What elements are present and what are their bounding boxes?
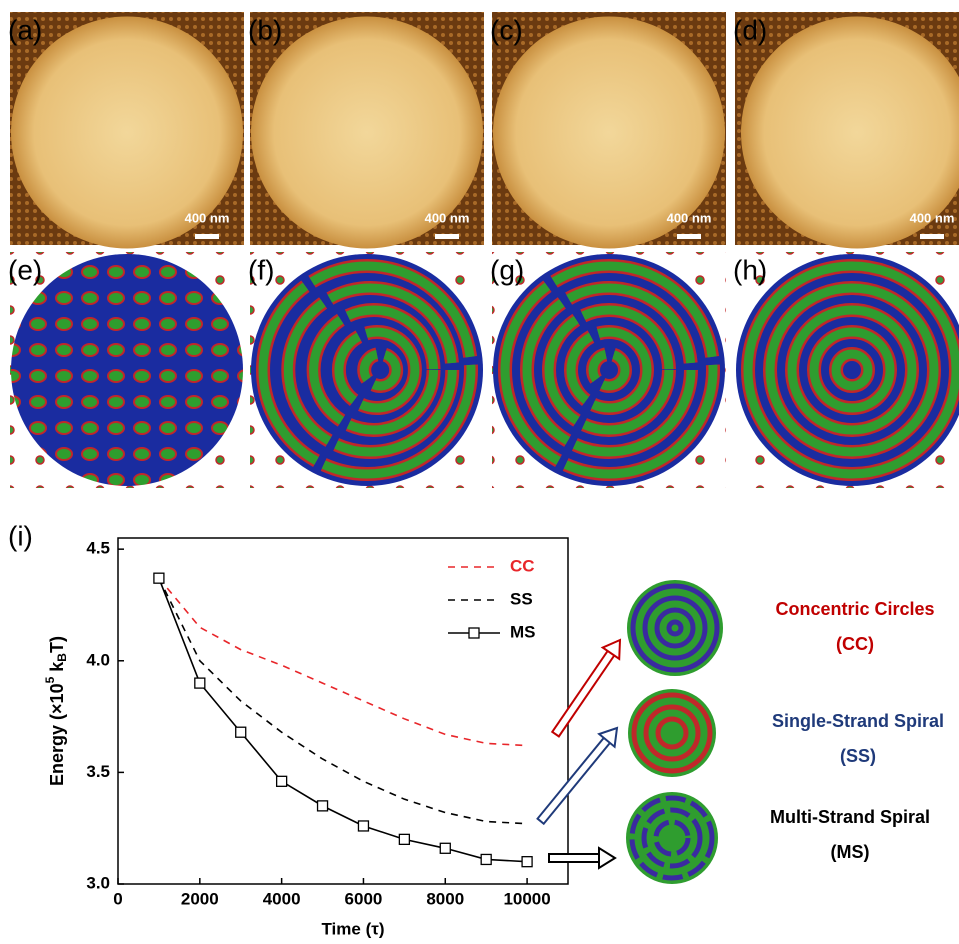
panel-label: (c) xyxy=(490,14,523,45)
x-tick-label: 0 xyxy=(113,889,122,908)
point-marker xyxy=(318,801,328,811)
arrow-inner xyxy=(541,740,607,821)
point-marker xyxy=(399,834,409,844)
x-tick-label: 10000 xyxy=(503,889,550,908)
panel-label: (f) xyxy=(248,254,274,285)
point-marker xyxy=(481,854,491,864)
y-axis-label: Energy (×105 kBT) xyxy=(43,636,69,786)
point-marker xyxy=(522,857,532,867)
point-marker xyxy=(154,573,164,583)
point-marker xyxy=(195,678,205,688)
arrow-inner xyxy=(556,652,611,733)
y-axis-label-part: B xyxy=(55,653,69,662)
legend-marker xyxy=(469,628,479,638)
structure-abbr: (MS) xyxy=(831,842,870,862)
structure-name: Multi-Strand Spiral xyxy=(770,807,930,827)
x-tick-label: 6000 xyxy=(345,889,383,908)
panel-label: (e) xyxy=(8,254,42,285)
x-tick-label: 8000 xyxy=(426,889,464,908)
scale-label: 400 nm xyxy=(910,210,955,225)
structure-abbr: (SS) xyxy=(840,746,876,766)
legend-label: SS xyxy=(510,589,533,608)
point-marker xyxy=(277,776,287,786)
y-tick-label: 3.0 xyxy=(86,873,110,892)
scale-label: 400 nm xyxy=(185,210,230,225)
panel-label: (h) xyxy=(733,254,767,285)
structure-abbr: (CC) xyxy=(836,634,874,654)
structure-name: Single-Strand Spiral xyxy=(772,711,944,731)
sim-disk xyxy=(11,254,243,486)
point-marker xyxy=(236,727,246,737)
y-axis-label-part: T) xyxy=(47,636,67,653)
y-axis-label-part: Energy (×10 xyxy=(47,683,67,786)
panel-label: (b) xyxy=(248,14,282,45)
y-tick-label: 4.5 xyxy=(86,539,110,558)
scale-label: 400 nm xyxy=(667,210,712,225)
x-tick-label: 4000 xyxy=(263,889,301,908)
panel-label: (d) xyxy=(733,14,767,45)
structure-ball xyxy=(626,792,718,884)
series-line xyxy=(159,578,527,745)
panel-label: (a) xyxy=(8,14,42,45)
panel-label: (i) xyxy=(8,520,33,551)
panel-label: (g) xyxy=(490,254,524,285)
scale-bar xyxy=(677,234,701,239)
plot-frame xyxy=(118,538,568,884)
point-marker xyxy=(440,843,450,853)
structure-ball xyxy=(628,689,716,777)
series-line xyxy=(159,578,527,861)
y-tick-label: 4.0 xyxy=(86,650,110,669)
scale-bar xyxy=(435,234,459,239)
legend-label: CC xyxy=(510,556,535,575)
scale-label: 400 nm xyxy=(425,210,470,225)
point-marker xyxy=(358,821,368,831)
scale-bar xyxy=(195,234,219,239)
figure: (a) 400 nm (b) 400 nm (c) 400 nm (d) 400 nm (e) (… xyxy=(0,0,959,944)
scale-bar xyxy=(920,234,944,239)
x-tick-label: 2000 xyxy=(181,889,219,908)
legend-label: MS xyxy=(510,622,536,641)
arrow-head xyxy=(599,848,615,868)
x-axis-label: Time (τ) xyxy=(321,919,384,938)
structure-ball xyxy=(627,580,723,676)
structure-name: Concentric Circles xyxy=(775,599,934,619)
y-axis-label-part: k xyxy=(47,661,67,677)
y-tick-label: 3.5 xyxy=(86,762,110,781)
